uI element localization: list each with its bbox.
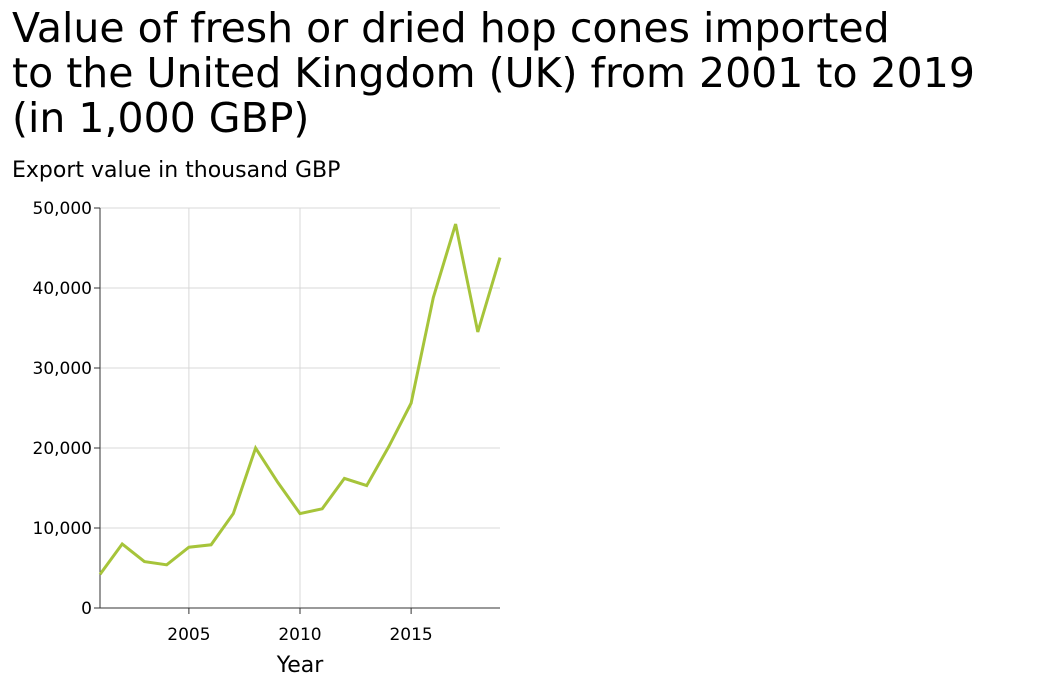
axes	[94, 207, 500, 614]
x-axis-title: Year	[276, 653, 325, 678]
chart-title: Value of fresh or dried hop cones import…	[12, 4, 975, 142]
data-point	[410, 402, 413, 405]
data-point	[121, 543, 124, 546]
x-tick-label: 2015	[389, 625, 432, 645]
series-line	[98, 223, 502, 576]
y-tick-label: 30,000	[33, 359, 92, 379]
data-point	[143, 560, 146, 563]
data-point	[432, 296, 435, 299]
x-tick-label: 2005	[167, 625, 210, 645]
data-point	[476, 331, 479, 334]
y-axis-title: Export value in thousand GBP	[12, 158, 341, 183]
grid-lines	[100, 207, 500, 608]
tick-labels: 0 10,000 20,000 30,000 40,000 50,000 2005 2010 2…	[33, 199, 433, 645]
data-point	[187, 546, 190, 549]
data-point	[321, 507, 324, 510]
data-point	[387, 445, 390, 448]
data-point	[499, 256, 502, 259]
data-point	[365, 484, 368, 487]
data-point	[276, 481, 279, 484]
series-layer	[98, 223, 502, 576]
y-tick-label: 10,000	[33, 519, 92, 539]
data-point	[232, 512, 235, 515]
data-point	[165, 563, 168, 566]
data-point	[210, 543, 213, 546]
data-point	[454, 223, 457, 226]
y-tick-label: 0	[81, 599, 92, 619]
x-tick-label: 2010	[278, 625, 321, 645]
data-point	[254, 447, 257, 450]
data-point	[99, 573, 102, 576]
data-point	[343, 477, 346, 480]
y-tick-label: 20,000	[33, 439, 92, 459]
data-point	[299, 512, 302, 515]
y-tick-label: 40,000	[33, 279, 92, 299]
y-tick-label: 50,000	[33, 199, 92, 219]
